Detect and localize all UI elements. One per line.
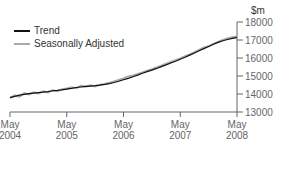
- svg-text:15000: 15000: [245, 71, 273, 82]
- svg-text:17000: 17000: [245, 35, 273, 46]
- svg-text:May2008: May2008: [226, 119, 249, 141]
- svg-text:18000: 18000: [245, 17, 273, 28]
- html-text:Trend: Trend: [34, 25, 60, 36]
- html-text:Seasonally Adjusted: Seasonally Adjusted: [34, 38, 125, 49]
- svg-text:16000: 16000: [245, 53, 273, 64]
- svg-text:14000: 14000: [245, 89, 273, 100]
- svg-text:$m: $m: [251, 5, 265, 16]
- svg-text:May2004: May2004: [8, 119, 22, 141]
- svg-text:May2007: May2007: [169, 119, 192, 141]
- svg-text:May2005: May2005: [56, 119, 79, 141]
- svg-text:13000: 13000: [245, 107, 273, 118]
- svg-text:May2006: May2006: [112, 119, 135, 141]
